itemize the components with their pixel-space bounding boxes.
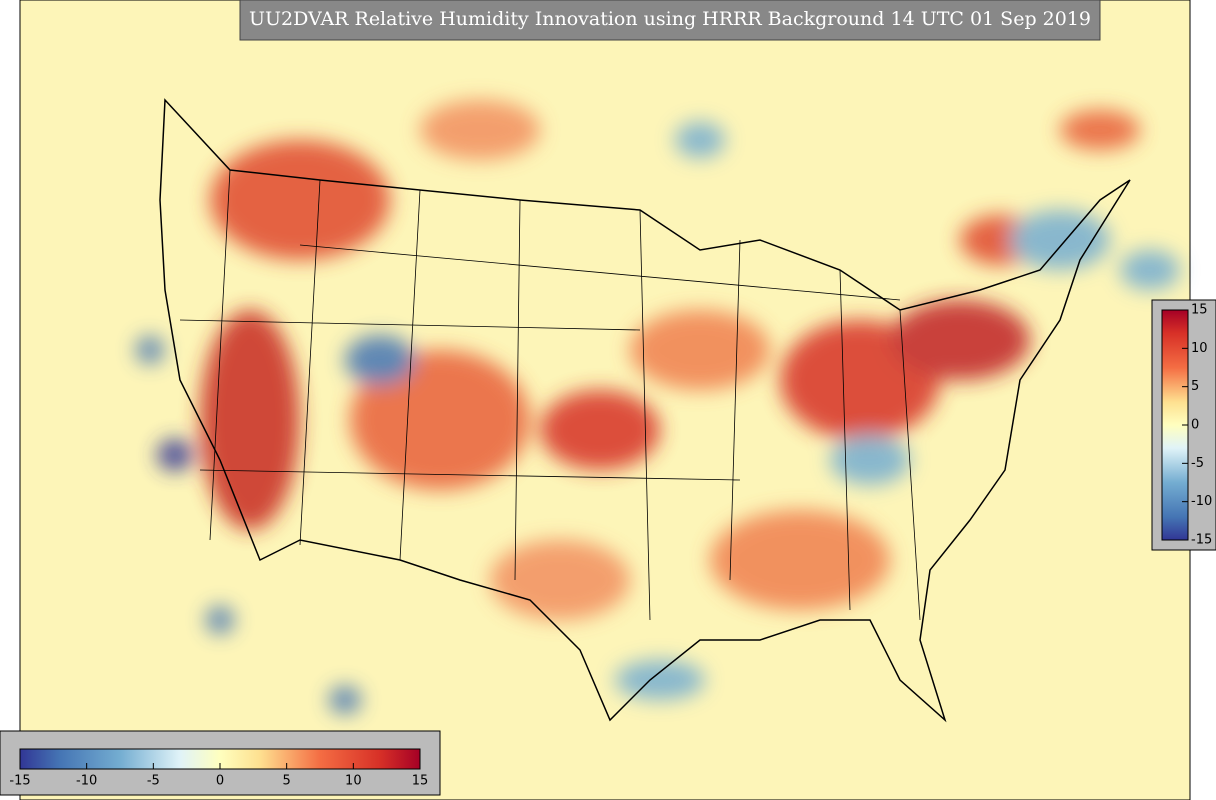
colorbar-tick-label: 0 [216,774,224,789]
colorbar-tick-label: -15 [9,774,30,789]
title: UU2DVAR Relative Humidity Innovation usi… [249,8,1091,30]
colorbar-tick-label: 10 [345,774,362,789]
colorbar-horizontal: -15 -10 -5 0 5 10 15 [0,730,441,796]
colorbar-tick-label: 0 [1191,418,1199,433]
colorbar-tick-label: -10 [1191,494,1212,509]
title-box [239,0,1101,41]
colorbar-tick-label: -5 [1191,456,1204,471]
colorbar-tick-label: 15 [1191,303,1208,318]
colorbar-tick-label: 5 [1191,379,1199,394]
colorbar-tick-label: 10 [1191,341,1208,356]
colorbar-tick-label: -10 [76,774,97,789]
colorbar-tick-label: -5 [147,774,160,789]
colorbar-tick-label: -15 [1191,533,1212,548]
colorbar-tick-label: 5 [283,774,291,789]
colorbar-tick-label: 15 [412,774,429,789]
colorbar-vertical: 15 10 5 0 -5 -10 -15 [1151,299,1216,551]
map-field [19,0,1191,800]
